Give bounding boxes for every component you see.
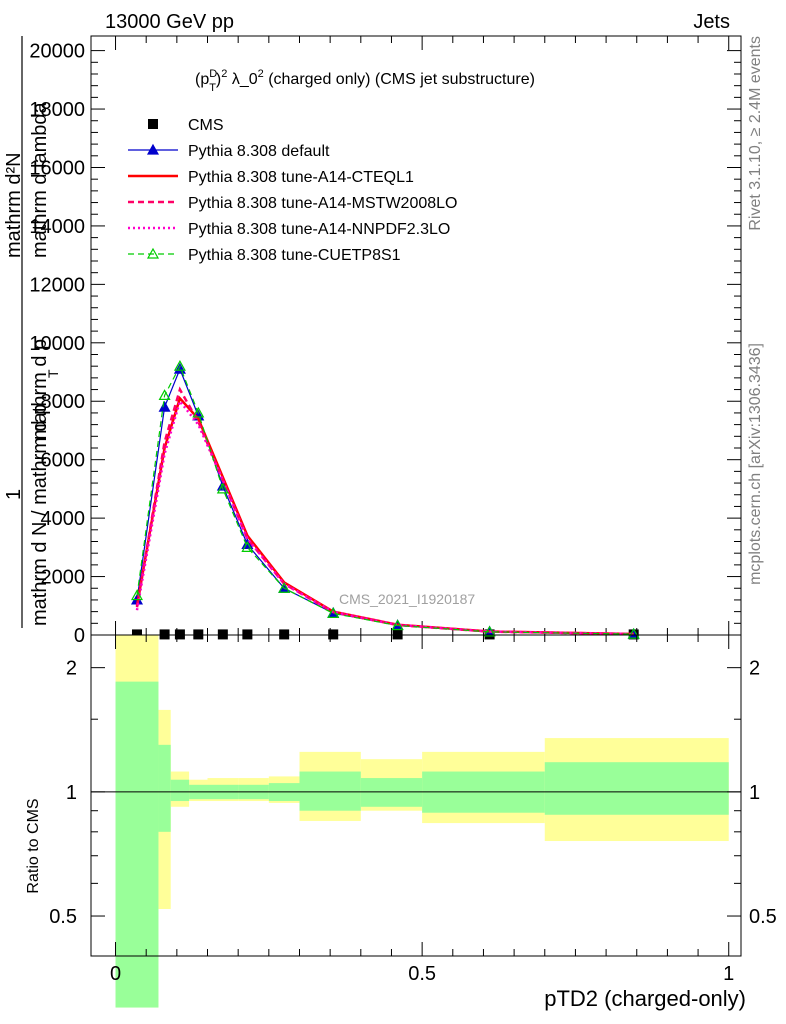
ratio-xtick-label-1: 0.5 <box>408 963 436 985</box>
main-ytick-label-2: 4000 <box>41 508 86 530</box>
cuetp8s1-point-4 <box>216 482 229 494</box>
mcplots-label: mcplots.cern.ch [arXiv:1306.3436] <box>747 343 764 585</box>
legend-item-default: Pythia 8.308 default <box>128 143 330 160</box>
series-line-cuetp8s1 <box>136 364 634 635</box>
cms-point-0 <box>131 629 142 640</box>
legend-item-cuetp8s1: Pythia 8.308 tune-CUETP8S1 <box>128 247 401 264</box>
main-ytick-label-6: 12000 <box>29 274 85 296</box>
ylabel-lower: mathrm d N / mathrm d p <box>29 404 51 626</box>
ylabel-one: 1 <box>3 489 25 500</box>
ratio-y-axis-label: Ratio to CMS <box>25 798 42 893</box>
rivet-version-label: Rivet 3.1.10, ≥ 2.4M events <box>747 36 764 231</box>
legend-label-cuetp8s1: Pythia 8.308 tune-CUETP8S1 <box>188 247 401 264</box>
legend-label-a14_nnpdf: Pythia 8.308 tune-A14-NNPDF2.3LO <box>188 221 450 238</box>
ratio-frame <box>90 634 742 957</box>
legend-label-a14_cteql1: Pythia 8.308 tune-A14-CTEQL1 <box>188 169 414 186</box>
cuetp8s1-point-3 <box>192 406 205 418</box>
ratio-inner-band-8 <box>360 778 423 807</box>
cuetp8s1-point-8 <box>391 619 404 631</box>
cuetp8s1-point-6 <box>278 582 291 593</box>
cuetp8s1-point-9 <box>483 625 496 637</box>
energy-label: 13000 GeV pp <box>105 11 234 33</box>
ratio-inner-band-10 <box>544 762 729 815</box>
cms-point-7 <box>328 629 339 640</box>
ratio-inner-band-2 <box>170 779 190 802</box>
ratio-ytick-label-right-0: 0.5 <box>749 906 777 928</box>
ylabel-upper: mathrm d²N <box>3 152 25 258</box>
series-line-a14_nnpdf <box>135 398 634 636</box>
ratio-inner-band-7 <box>299 771 361 811</box>
cms-point-5 <box>242 629 253 640</box>
ylabel-frac-mid: mathrm d p <box>29 339 51 440</box>
legend-item-a14_cteql1: Pythia 8.308 tune-A14-CTEQL1 <box>128 169 414 186</box>
ratio-inner-band-1 <box>158 744 171 832</box>
legend-marker-cuetp8s1 <box>146 247 160 259</box>
ratio-ytick-label-right-1: 1 <box>749 782 760 804</box>
title-sub-t: T <box>209 82 216 94</box>
legend-item-a14_mstw: Pythia 8.308 tune-A14-MSTW2008LO <box>128 195 457 212</box>
cms-point-6 <box>279 629 290 640</box>
title-sup-2b: 2 <box>258 68 264 80</box>
series-line-a14_mstw <box>135 386 634 636</box>
main-panel: 0 2000 4000 6000 8000 10000 12000 14000 16000 180… <box>29 35 742 647</box>
legend-item-a14_nnpdf: Pythia 8.308 tune-A14-NNPDF2.3LO <box>128 221 450 238</box>
legend-label-cms: CMS <box>188 117 224 134</box>
ylabel-sub-t: T <box>45 369 61 378</box>
ratio-ytick-label-0: 0.5 <box>49 906 77 928</box>
series-a14_mstw <box>135 386 634 636</box>
cuetp8s1-point-5 <box>241 541 254 552</box>
category-label: Jets <box>693 11 730 33</box>
default-point-2 <box>173 362 186 374</box>
ratio-xtick-label-0: 0 <box>110 963 121 985</box>
cuetp8s1-point-2 <box>173 359 186 371</box>
title-open: (p <box>195 71 209 88</box>
ratio-inner-band-0 <box>115 681 159 1008</box>
title-sup-d: D <box>209 68 217 80</box>
title-tail: (charged only) (CMS jet substructure) <box>264 71 535 88</box>
cms-point-2 <box>174 629 185 640</box>
series-cuetp8s1 <box>130 359 640 639</box>
main-ytick-label-4: 8000 <box>41 391 86 413</box>
main-ytick-label-5: 10000 <box>29 333 85 355</box>
legend-label-default: Pythia 8.308 default <box>188 143 330 160</box>
ratio-ytick-label-1: 1 <box>66 782 77 804</box>
cms-point-1 <box>159 629 170 640</box>
legend-marker-cms <box>148 119 158 129</box>
series-a14_nnpdf <box>135 398 634 636</box>
cms-point-8 <box>392 629 403 640</box>
title-close: ) <box>216 71 221 88</box>
default-point-1 <box>158 400 171 412</box>
main-ylabel: mathrm d²N mathrm d lambda mathrm d p 1 … <box>3 36 61 628</box>
main-ytick-label-1: 2000 <box>41 567 86 589</box>
cuetp8s1-point-0 <box>130 589 144 601</box>
cuetp8s1-point-1 <box>158 389 171 400</box>
main-ytick-label-9: 18000 <box>29 99 85 121</box>
x-axis-label: pTD2 (charged-only) <box>544 986 746 1011</box>
ratio-ytick-label-right-2: 2 <box>749 658 760 680</box>
title-mid: λ_0 <box>227 71 257 88</box>
title-sup-2: 2 <box>221 68 227 80</box>
cms-point-4 <box>217 629 228 640</box>
ratio-xtick-label-2: 1 <box>723 963 734 985</box>
ratio-panel: 0 0.5 1 0.5 0.5 1 1 2 2 <box>49 634 777 1008</box>
analysis-watermark: CMS_2021_I1920187 <box>339 591 475 607</box>
main-ytick-label-0: 0 <box>74 625 85 647</box>
legend-item-cms: CMS <box>148 117 224 134</box>
legend-label-a14_mstw: Pythia 8.308 tune-A14-MSTW2008LO <box>188 195 457 212</box>
main-ytick-label-10: 20000 <box>29 41 85 63</box>
plot-title: (pD T)2 λ_02 (charged only) (CMS jet subs… <box>195 68 535 94</box>
legend-marker-default <box>146 143 160 155</box>
ylabel-frac-tail: mathrm d lambda <box>29 102 51 258</box>
main-ytick-label-7: 14000 <box>29 216 85 238</box>
cuetp8s1-point-10 <box>627 627 640 639</box>
ratio-ytick-label-2: 2 <box>66 658 77 680</box>
cms-point-3 <box>193 629 204 640</box>
cuetp8s1-point-7 <box>327 607 340 618</box>
main-ytick-label-3: 6000 <box>41 450 86 472</box>
main-ytick-label-8: 16000 <box>29 157 85 179</box>
legend: CMS Pythia 8.308 default Pythia 8.308 tune… <box>128 117 457 264</box>
